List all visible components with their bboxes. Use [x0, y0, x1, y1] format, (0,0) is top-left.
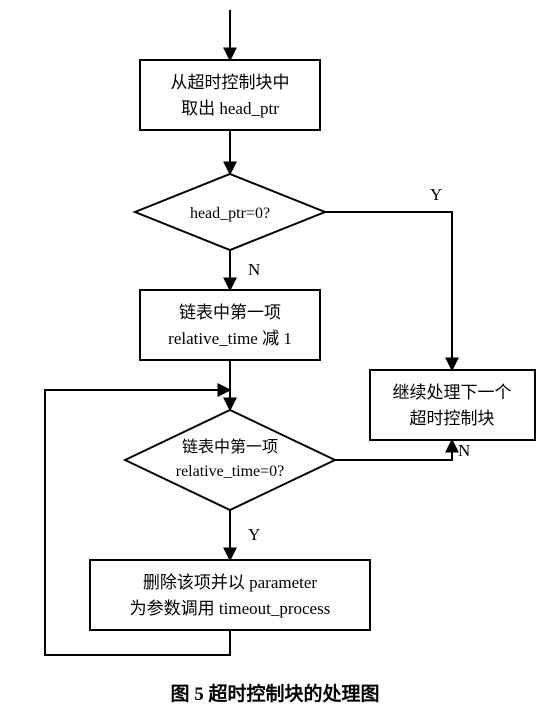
edge-dia2-N	[335, 440, 452, 460]
node-box2: 链表中第一项 relative_time 减 1	[140, 290, 320, 360]
box1-line2: 取出 head_ptr	[181, 99, 279, 118]
node-box1: 从超时控制块中 取出 head_ptr	[140, 60, 320, 130]
box3-line2: 超时控制块	[410, 409, 495, 428]
node-dia1: head_ptr=0?	[135, 174, 325, 250]
box3-line1: 继续处理下一个	[393, 383, 512, 402]
box4-line1: 删除该项并以 parameter	[143, 573, 318, 592]
label-dia1-N: N	[248, 260, 260, 279]
dia2-line2: relative_time=0?	[176, 463, 285, 480]
dia2-line1: 链表中第一项	[182, 438, 278, 456]
box2-line2: relative_time 减 1	[168, 329, 292, 348]
box4-line2: 为参数调用 timeout_process	[130, 599, 331, 618]
edge-dia1-Y	[325, 212, 452, 370]
label-dia1-Y: Y	[430, 185, 442, 204]
caption: 图 5 超时控制块的处理图	[170, 682, 379, 705]
label-dia2-N: N	[458, 441, 470, 460]
node-box3: 继续处理下一个 超时控制块	[370, 370, 535, 440]
box2-line1: 链表中第一项	[179, 303, 281, 322]
dia1-text: head_ptr=0?	[190, 205, 270, 222]
node-box4: 删除该项并以 parameter 为参数调用 timeout_process	[90, 560, 370, 630]
box1-line1: 从超时控制块中	[171, 73, 290, 92]
label-dia2-Y: Y	[248, 525, 260, 544]
node-dia2: 链表中第一项 relative_time=0?	[125, 410, 335, 510]
